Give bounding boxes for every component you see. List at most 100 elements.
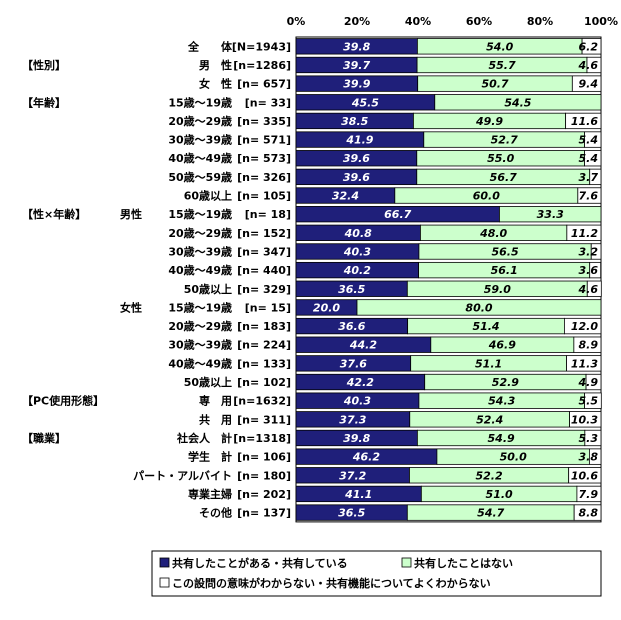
data-label: 51.1 [475,357,502,370]
data-label: 45.5 [351,96,379,109]
x-tick-label: 100% [584,15,618,28]
data-label: 4.9 [578,376,599,389]
data-label: 39.9 [343,78,370,91]
data-label: 42.2 [346,376,374,389]
data-label: 9.4 [579,78,599,91]
x-tick-label: 40% [405,15,431,28]
data-label: 3.7 [579,171,599,184]
row-label: 30歳～39歳 [168,338,232,352]
bar-segment [565,112,602,130]
section-label: 【PC使用形態】 [22,394,104,408]
data-label: 39.8 [343,432,370,445]
data-label: 54.9 [488,432,515,445]
data-label: 54.5 [504,96,531,109]
bar-segment [577,187,602,204]
legend-entry: この設問の意味がわからない・共有機能についてよくわからない [172,576,491,590]
bar-segment [356,299,602,316]
data-label: 46.9 [488,339,516,352]
data-label: 49.9 [475,115,503,128]
data-label: 39.7 [343,59,370,72]
row-n-label: [n= 152] [237,227,291,240]
bar-segment [589,261,602,279]
data-label: 41.1 [344,488,372,501]
row-n-label: [n= 180] [237,469,291,482]
x-tick-label: 80% [527,15,553,28]
bar-segment [585,373,602,391]
data-label: 56.7 [490,171,517,184]
legend-swatch [159,557,170,568]
bar-segment [434,94,602,111]
data-label: 52.2 [475,469,502,482]
row-n-label: [n=1286] [233,59,291,72]
data-label: 11.6 [571,115,598,128]
data-label: 7.9 [579,488,599,501]
plot-frame [295,36,602,523]
row-label: 全 体 [187,39,233,53]
row-label: 学生 計 [188,450,232,464]
data-label: 36.5 [338,507,365,520]
row-label: 50歳～59歳 [168,170,232,184]
data-label: 52.7 [491,134,518,147]
bar-segment [584,131,602,148]
row-n-label: [n= 335] [237,115,291,128]
row-n-label: [n= 657] [237,78,291,91]
data-label: 59.0 [484,283,511,296]
section-label: 【性別】 [22,58,66,72]
data-label: 10.6 [571,469,598,482]
data-label: 20.0 [313,301,340,314]
row-label: 専業主婦 [188,487,232,501]
data-label: 8.8 [579,507,599,520]
row-n-label: [n= 106] [237,451,291,464]
data-label: 40.3 [343,245,371,258]
data-label: 5.3 [579,432,599,445]
row-label: 40歳～49歳 [168,356,232,370]
bar-segment [568,467,602,484]
legend-swatch [401,557,412,568]
row-label: 社会人 計 [176,431,232,445]
data-label: 36.6 [338,320,365,333]
data-label: 39.8 [343,40,370,53]
data-label: 60.0 [473,190,500,203]
row-label: 20歳～29歳 [168,226,232,240]
row-label: 女 性 [199,77,232,91]
data-label: 39.6 [343,171,370,184]
data-label: 41.9 [345,134,373,147]
row-label: 共 用 [199,412,232,426]
data-label: 5.4 [579,134,599,147]
bar-segment [581,38,602,55]
row-n-label: [n= 102] [237,376,291,389]
data-label: 44.2 [349,339,377,352]
row-label: 専 用 [199,394,232,408]
row-label: 男 性 [199,58,232,72]
row-n-label: [n= 326] [237,171,291,184]
bar-segment [589,448,602,465]
data-label: 3.6 [579,264,599,277]
data-label: 4.6 [578,59,599,72]
data-label: 37.6 [340,357,367,370]
row-n-label: [n= 15] [245,301,291,314]
data-label: 52.4 [476,413,503,426]
bar-segment [584,150,602,167]
data-label: 51.0 [486,488,513,501]
row-n-label: [n= 571] [237,134,291,147]
data-label: 6.2 [579,40,599,53]
data-label: 52.9 [492,376,519,389]
row-n-label: [n= 347] [237,245,291,258]
row-label: 30歳～39歳 [168,244,232,258]
data-label: 40.2 [343,264,371,277]
data-label: 54.7 [477,507,504,520]
row-n-label: [n= 202] [237,488,291,501]
row-n-label: [n= 183] [237,320,291,333]
bar-segment [564,317,602,335]
data-label: 5.5 [579,395,599,408]
bar-segment [576,485,602,503]
data-label: 51.4 [472,320,499,333]
bar-segment [499,206,602,223]
row-n-label: [n= 311] [237,413,291,426]
data-label: 40.3 [343,395,371,408]
data-label: 80.0 [465,301,492,314]
row-n-label: [n= 133] [237,357,291,370]
data-label: 37.3 [339,413,366,426]
row-label: 50歳以上 [184,375,232,389]
